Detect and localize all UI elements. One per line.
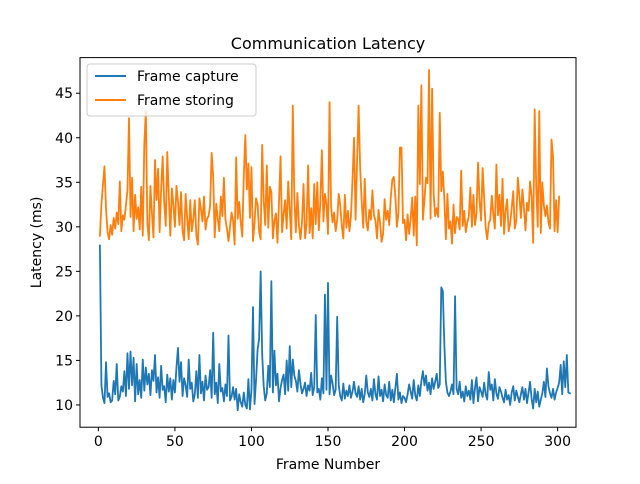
y-tick-label: 15	[55, 353, 73, 369]
x-tick-label: 150	[315, 434, 342, 450]
y-ticks: 10 15 20 25 30 35 40 45	[55, 86, 80, 414]
y-tick-label: 10	[55, 398, 73, 414]
x-ticks: 0 50 100 150 200 250 300	[94, 427, 571, 450]
series-line-frame-capture	[98, 244, 572, 412]
x-tick-label: 300	[544, 434, 571, 450]
series-line-frame-storing	[98, 69, 561, 247]
legend-box	[86, 63, 257, 117]
x-axis-label: Frame Number	[276, 457, 381, 473]
x-tick-label: 250	[468, 434, 495, 450]
x-tick-label: 200	[391, 434, 418, 450]
legend: Frame capture Frame storing	[86, 63, 257, 117]
y-tick-label: 25	[55, 264, 73, 280]
y-tick-label: 20	[55, 309, 73, 325]
legend-label-frame-capture: Frame capture	[137, 69, 239, 85]
y-tick-label: 30	[55, 220, 73, 236]
x-tick-label: 100	[238, 434, 265, 450]
y-tick-label: 40	[55, 131, 73, 147]
y-tick-label: 35	[55, 175, 73, 191]
series-layer	[98, 69, 572, 412]
x-tick-label: 0	[94, 434, 103, 450]
x-tick-label: 50	[166, 434, 184, 450]
y-tick-label: 45	[55, 86, 73, 102]
legend-label-frame-storing: Frame storing	[137, 93, 234, 109]
chart-title: Communication Latency	[231, 34, 425, 53]
y-axis-label: Latency (ms)	[29, 197, 45, 289]
